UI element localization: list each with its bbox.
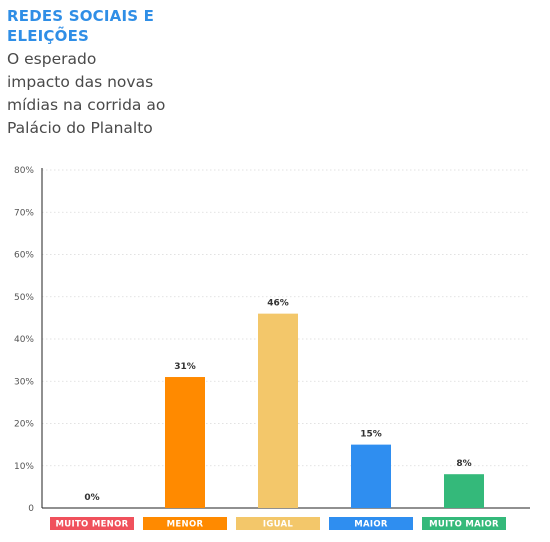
x-tick-label: MUITO MENOR [56, 520, 129, 530]
chart-subtitle: O esperado impacto das novas mídias na c… [7, 48, 307, 140]
data-label: 15% [360, 430, 382, 440]
bar [165, 377, 205, 508]
chart-title: REDES SOCIAIS E ELEIÇÕES [7, 6, 307, 46]
x-tick-label: MAIOR [354, 520, 388, 530]
x-tick-label: IGUAL [263, 520, 294, 530]
data-label: 0% [84, 493, 99, 503]
bar [351, 444, 391, 508]
chart-subtitle-line-3: mídias na corrida ao [7, 96, 166, 114]
chart-title-line-2: ELEIÇÕES [7, 27, 90, 45]
bar [258, 313, 298, 508]
category-pill [329, 517, 413, 530]
y-tick-label: 20% [14, 420, 34, 430]
category-pill [143, 517, 227, 530]
category-pill [50, 517, 134, 530]
chart-subtitle-line-2: impacto das novas [7, 73, 154, 91]
category-pill [422, 517, 506, 530]
bar [444, 474, 484, 508]
category-pill [236, 517, 320, 530]
y-tick-label: 30% [14, 377, 34, 387]
y-tick-label: 80% [14, 166, 34, 176]
y-tick-label: 0 [28, 504, 34, 514]
chart-title-line-1: REDES SOCIAIS E [7, 7, 155, 25]
y-tick-label: 60% [14, 251, 34, 261]
y-tick-label: 40% [14, 335, 34, 345]
chart-subtitle-line-4: Palácio do Planalto [7, 119, 153, 137]
data-label: 46% [267, 299, 289, 309]
x-tick-label: MUITO MAIOR [429, 520, 499, 530]
data-label: 8% [456, 459, 471, 469]
y-tick-label: 50% [14, 293, 34, 303]
x-tick-label: MENOR [167, 520, 204, 530]
y-tick-label: 70% [14, 208, 34, 218]
data-label: 31% [174, 362, 196, 372]
chart-subtitle-line-1: O esperado [7, 50, 97, 68]
chart-header: REDES SOCIAIS E ELEIÇÕES O esperado impa… [7, 6, 307, 140]
y-tick-label: 10% [14, 462, 34, 472]
